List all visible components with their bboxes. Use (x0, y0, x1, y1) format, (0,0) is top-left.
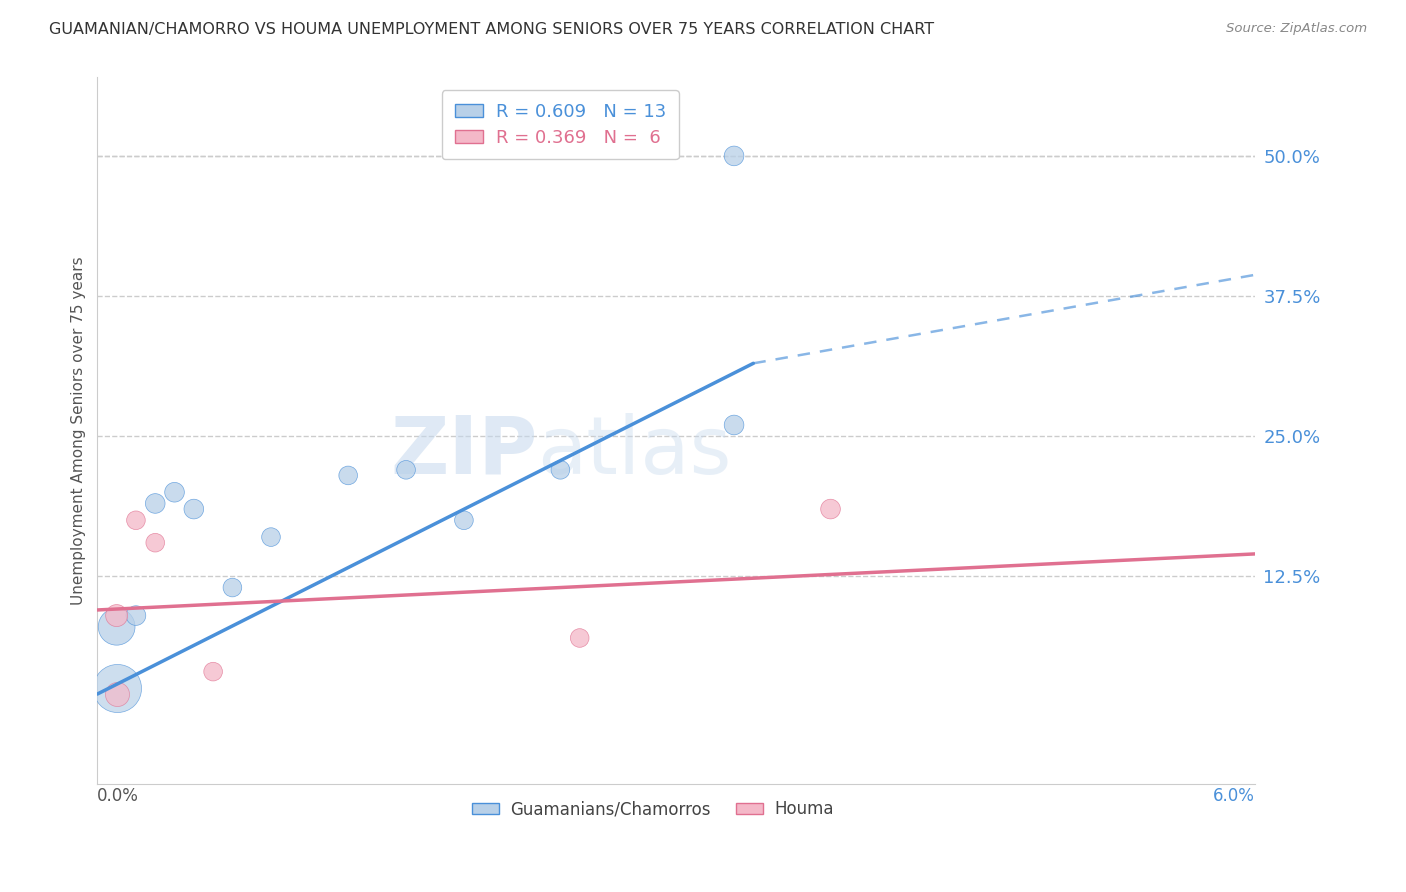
Text: Source: ZipAtlas.com: Source: ZipAtlas.com (1226, 22, 1367, 36)
Point (820, 502, 842, 516)
Point (221, 581, 243, 595)
Point (568, 631, 591, 645)
Legend: Guamanians/Chamorros, Houma: Guamanians/Chamorros, Houma (465, 794, 841, 825)
Point (723, 149, 745, 163)
Text: 6.0%: 6.0% (1213, 787, 1256, 805)
Point (723, 417, 745, 432)
Point (453, 513, 475, 527)
Text: ZIP: ZIP (389, 413, 537, 491)
Point (260, 530, 283, 544)
Point (163, 485, 186, 500)
Text: atlas: atlas (537, 413, 731, 491)
Point (395, 463, 418, 477)
Point (143, 535, 166, 549)
Point (183, 502, 205, 516)
Point (105, 687, 128, 701)
Point (337, 468, 360, 483)
Text: 0.0%: 0.0% (97, 787, 139, 805)
Point (202, 665, 225, 679)
Point (550, 463, 572, 477)
Point (143, 496, 166, 510)
Text: GUAMANIAN/CHAMORRO VS HOUMA UNEMPLOYMENT AMONG SENIORS OVER 75 YEARS CORRELATION: GUAMANIAN/CHAMORRO VS HOUMA UNEMPLOYMENT… (49, 22, 935, 37)
Point (105, 620, 128, 634)
Point (105, 608, 128, 623)
Point (125, 608, 148, 623)
Point (125, 513, 148, 527)
Y-axis label: Unemployment Among Seniors over 75 years: Unemployment Among Seniors over 75 years (72, 256, 86, 605)
Point (105, 681, 128, 696)
